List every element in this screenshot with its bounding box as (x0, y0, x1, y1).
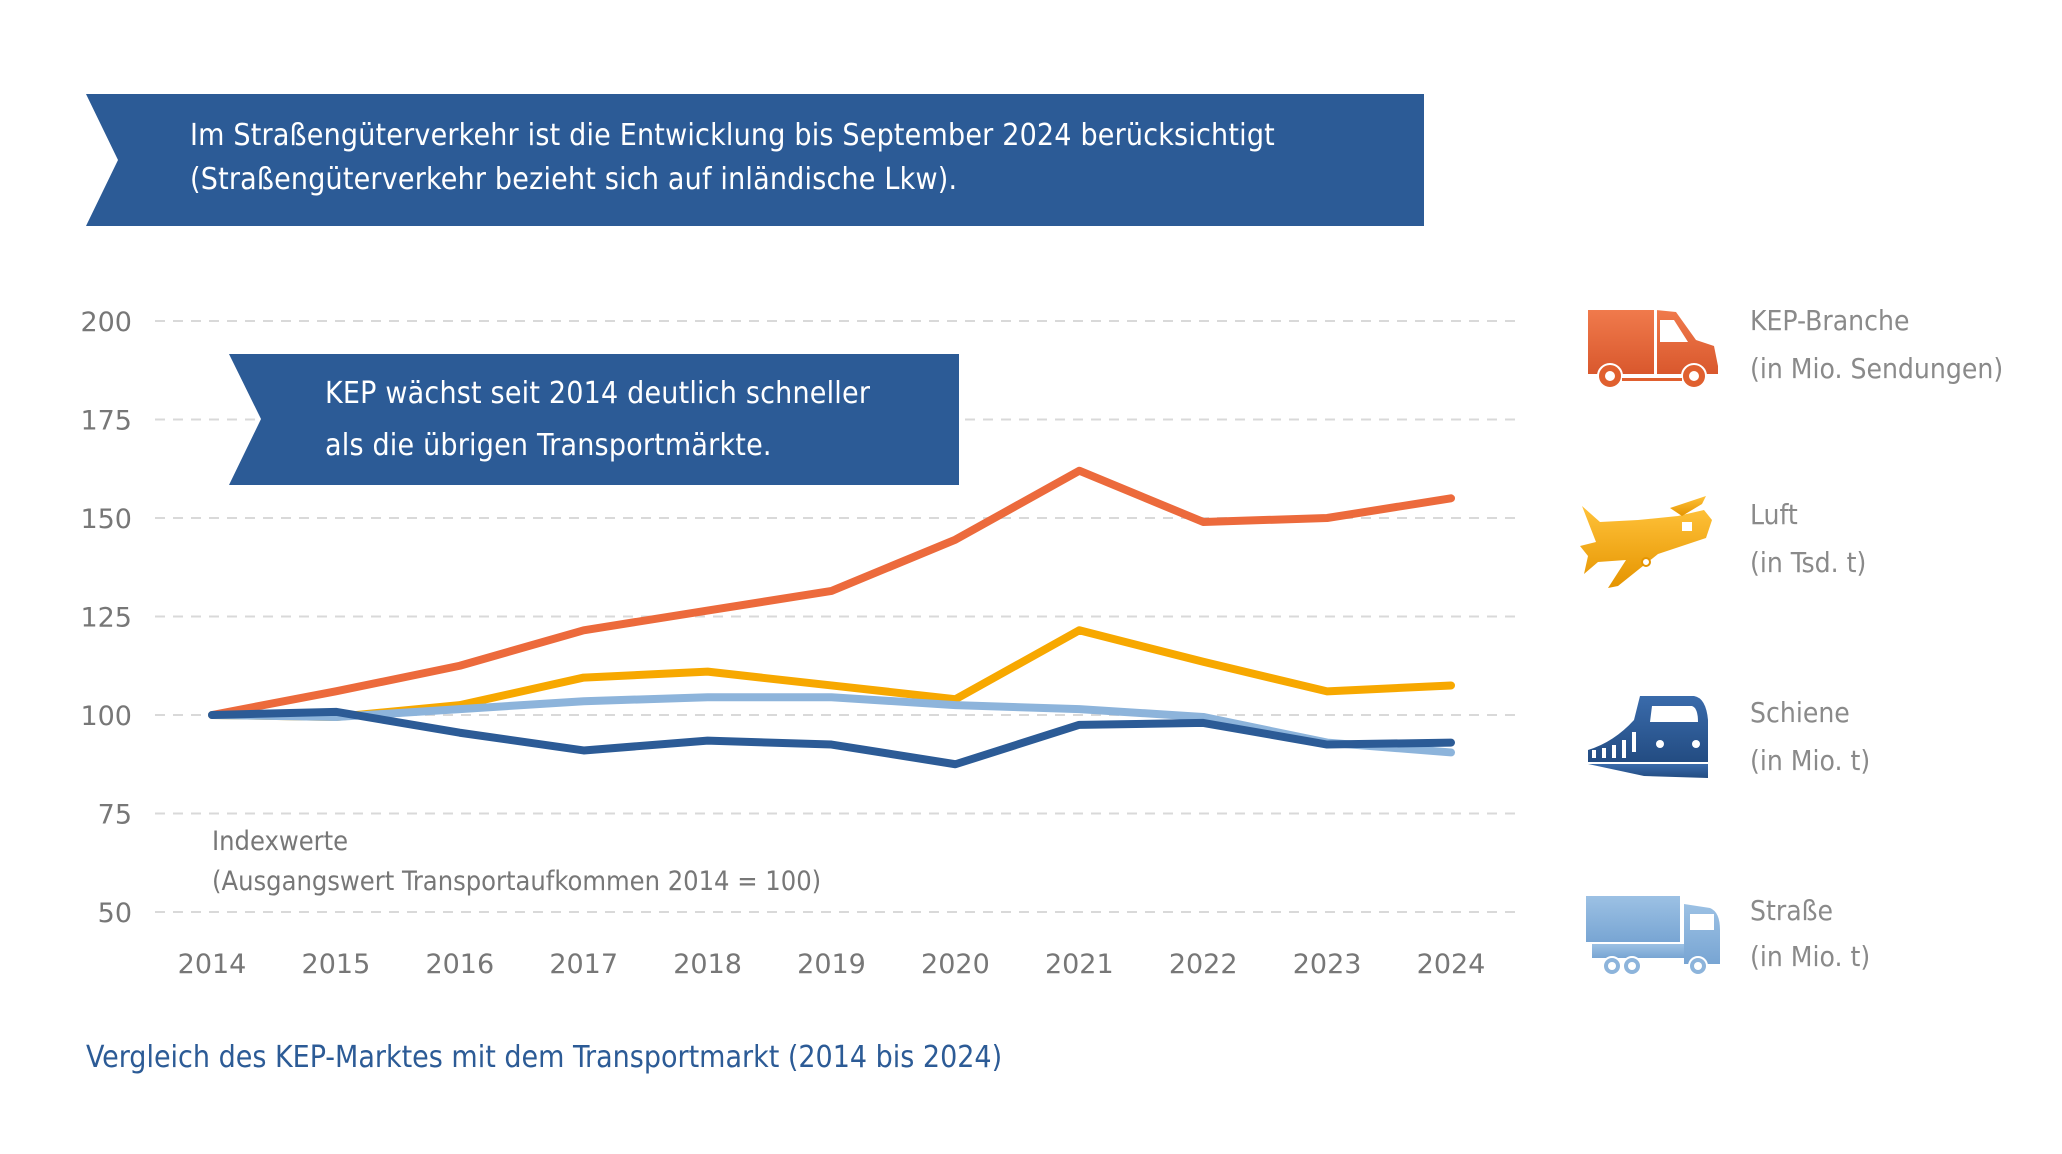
y-tick-label: 75 (98, 800, 132, 831)
index-note-line2: (Ausgangswert Transportaufkommen 2014 = … (212, 866, 822, 897)
legend-unit: (in Mio. t) (1750, 940, 1871, 973)
delivery-van-icon (1588, 310, 1718, 389)
y-tick-label: 100 (80, 701, 132, 732)
x-tick-label: 2020 (921, 949, 990, 980)
top-banner-line2: (Straßengüterverkehr bezieht sich auf in… (190, 162, 958, 197)
kep-highlight-banner: KEP wächst seit 2014 deutlich schneller … (229, 354, 959, 485)
legend-item-strasse: Straße (in Mio. t) (1584, 890, 1870, 984)
legend-name: Schiene (1750, 696, 1850, 729)
legend-name: KEP-Branche (1750, 304, 1910, 337)
x-tick-label: 2023 (1293, 949, 1362, 980)
banner-shape (229, 354, 959, 485)
top-info-banner: Im Straßengüterverkehr ist die Entwicklu… (86, 94, 1424, 226)
train-icon (1588, 696, 1708, 778)
legend-unit: (in Tsd. t) (1750, 546, 1867, 579)
x-tick-label: 2022 (1169, 949, 1238, 980)
banner-shape (86, 94, 1424, 226)
legend-unit: (in Mio. Sendungen) (1750, 352, 2004, 385)
series-line-schiene (208, 707, 1455, 769)
series-lines (208, 466, 1455, 769)
legend-item-luft: Luft (in Tsd. t) (1578, 492, 1866, 596)
x-tick-label: 2014 (178, 949, 247, 980)
airplane-icon (1580, 496, 1712, 588)
x-tick-label: 2021 (1045, 949, 1114, 980)
y-tick-label: 50 (98, 898, 132, 929)
series-line-kep (208, 466, 1455, 719)
y-axis-ticks: 50 75 100 125 150 175 200 (80, 307, 132, 929)
legend-item-kep: KEP-Branche (in Mio. Sendungen) (1584, 300, 2003, 394)
x-tick-label: 2018 (673, 949, 742, 980)
x-axis-ticks: 2014 2015 2016 2017 2018 2019 2020 2021 2022 2023… (178, 949, 1486, 980)
y-tick-label: 125 (80, 603, 132, 634)
series-line-luft (208, 626, 1455, 721)
legend-item-schiene: Schiene (in Mio. t) (1584, 692, 1870, 786)
legend-name: Luft (1750, 498, 1798, 531)
truck-icon (1586, 896, 1720, 976)
legend-unit: (in Mio. t) (1750, 744, 1871, 777)
x-tick-label: 2016 (425, 949, 494, 980)
legend-name: Straße (1750, 894, 1834, 927)
y-tick-label: 150 (80, 504, 132, 535)
x-tick-label: 2015 (302, 949, 371, 980)
kep-banner-line2: als die übrigen Transportmärkte. (325, 428, 772, 463)
chart-caption: Vergleich des KEP-Marktes mit dem Transp… (86, 1040, 1003, 1075)
x-tick-label: 2019 (797, 949, 866, 980)
y-tick-label: 200 (80, 307, 132, 338)
x-tick-label: 2024 (1417, 949, 1486, 980)
series-line-strasse (208, 693, 1455, 757)
kep-banner-line1: KEP wächst seit 2014 deutlich schneller (325, 376, 871, 411)
top-banner-line1: Im Straßengüterverkehr ist die Entwicklu… (190, 118, 1275, 153)
index-note-line1: Indexwerte (212, 826, 349, 857)
x-tick-label: 2017 (549, 949, 618, 980)
index-note: Indexwerte (Ausgangswert Transportaufkom… (212, 822, 821, 902)
y-tick-label: 175 (80, 406, 132, 437)
